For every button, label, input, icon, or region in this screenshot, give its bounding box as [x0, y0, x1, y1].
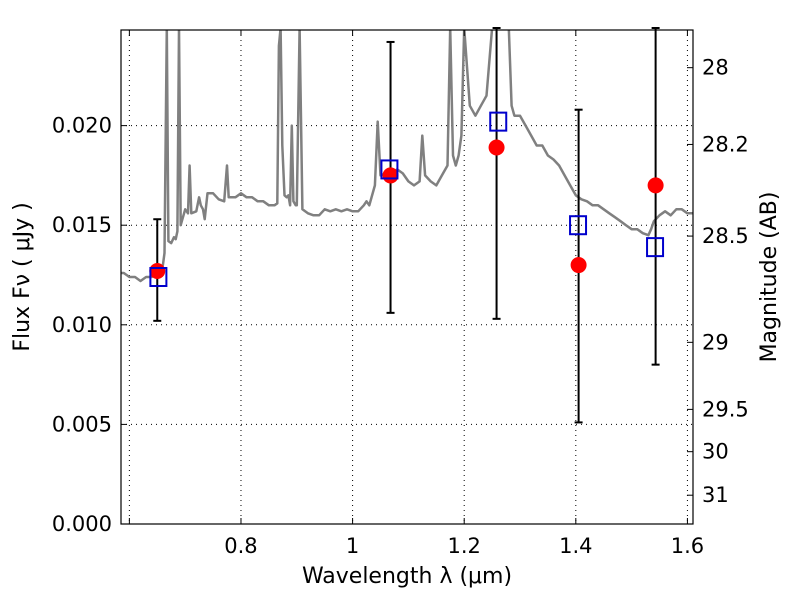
- y-tick-label: 0.010: [52, 313, 112, 337]
- model-photometry-square: [646, 237, 665, 258]
- observed-point: [382, 167, 399, 184]
- observed-point: [647, 177, 664, 194]
- y-tick-label: 0.020: [52, 114, 112, 138]
- right-tick-label: 31: [702, 483, 729, 507]
- right-tick-label: 28.5: [702, 224, 749, 248]
- x-tick-label: 1: [346, 534, 359, 558]
- right-tick-label: 30: [702, 440, 729, 464]
- y-tick-label: 0.000: [52, 512, 112, 536]
- right-tick-label: 28: [702, 56, 729, 80]
- model-squares: [149, 111, 665, 287]
- x-tick-label: 1.4: [559, 534, 592, 558]
- model-photometry-square: [149, 267, 168, 287]
- axes: 0.8 1 1.2 1.4 1.6 0.000 0.005 0.010 0.015 0.020 28…: [52, 30, 749, 558]
- y-tick-label: 0.005: [52, 412, 112, 436]
- right-tick-label: 29: [702, 330, 729, 354]
- observed-point: [488, 139, 505, 156]
- y-tick-label: 0.015: [52, 213, 112, 237]
- observed-point: [570, 257, 587, 274]
- x-axis-label: Wavelength λ (μm): [302, 564, 512, 589]
- y-axis-label: Flux Fν ( μJy ): [10, 202, 35, 351]
- grid: [121, 30, 693, 525]
- observed-points: [149, 139, 664, 280]
- observed-point: [149, 263, 166, 280]
- x-tick-label: 1.6: [671, 534, 704, 558]
- model-photometry-square: [569, 215, 588, 236]
- x-tick-label: 1.2: [447, 534, 480, 558]
- plot-frame: [120, 29, 694, 525]
- y-axis-right-label: Magnitude (AB): [757, 192, 782, 363]
- right-tick-label: 28.2: [702, 132, 749, 156]
- right-tick-label: 29.5: [702, 397, 749, 421]
- model-photometry-square: [380, 159, 399, 180]
- model-spectrum-layer: [121, 30, 693, 283]
- x-tick-label: 0.8: [224, 534, 257, 558]
- model-spectrum-line: [121, 30, 693, 283]
- model-photometry-square: [489, 111, 508, 132]
